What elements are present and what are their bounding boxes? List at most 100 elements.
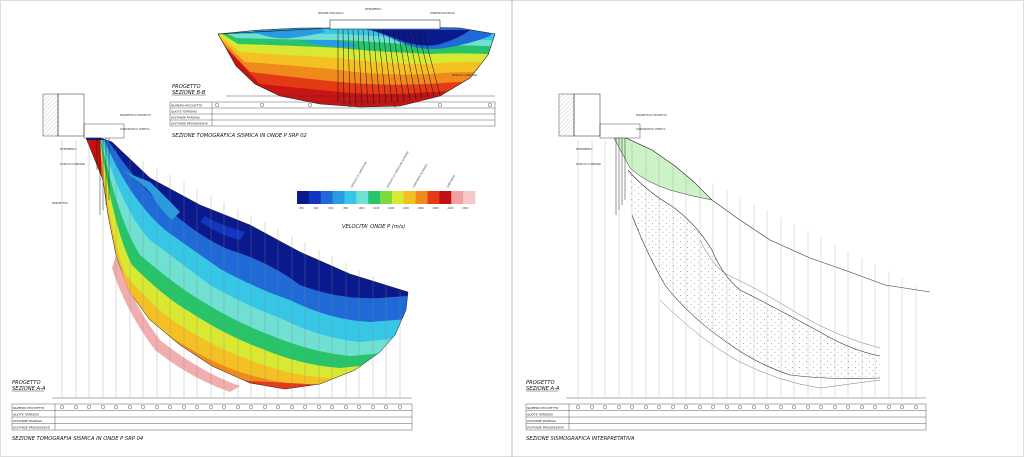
section-b-name: SEZIONE B-B: [172, 90, 206, 96]
legend-swatch: [297, 191, 310, 204]
legend-swatch: [344, 191, 357, 204]
right-station-lines: [577, 140, 917, 398]
station-marker: [819, 405, 824, 410]
station-marker: [590, 405, 595, 410]
table-b-row-4: DISTANZE PROGRESSIVE: [171, 122, 208, 126]
right-project-label: PROGETTO: [526, 380, 555, 386]
station-marker: [603, 405, 608, 410]
table-r-row-3: DISTANZE PARZIALI: [527, 419, 556, 423]
station-marker: [248, 405, 253, 410]
section-a-building: [42, 93, 125, 139]
legend-swatch: [332, 191, 345, 204]
station-marker: [725, 405, 730, 410]
station-marker: [617, 405, 622, 410]
legend-tick-label: 1200: [373, 207, 380, 210]
station-marker: [833, 405, 838, 410]
station-marker: [398, 405, 403, 410]
station-marker: [846, 405, 851, 410]
station-marker: [263, 405, 268, 410]
legend-swatch: [308, 191, 322, 204]
section-b-boreholes: [337, 29, 441, 106]
section-b-table-markers: [214, 102, 493, 107]
right-caption: SEZIONE SISMOGRAFICA INTERPRETATIVA: [526, 436, 635, 442]
legend-annotation-3: SUBSTRATO ALTERATO: [412, 163, 428, 188]
legend-title: VELOCITA' ONDE P (m/s): [342, 224, 405, 230]
svg-text:TERRENO NATURALE: TERRENO NATURALE: [430, 12, 455, 15]
svg-text:PARAMETRI DI PROGETTO: PARAMETRI DI PROGETTO: [120, 114, 151, 117]
legend-tick-label: 250: [299, 207, 304, 210]
right-building: [558, 93, 641, 139]
legend-swatch: [451, 191, 464, 204]
legend-tick-label: 600: [329, 207, 334, 210]
station-marker: [914, 405, 919, 410]
section-b-title-block: PROGETTO SEZIONE B-B: [172, 84, 206, 96]
legend-swatch: [403, 191, 416, 204]
station-marker: [167, 405, 172, 410]
legend-tick-label: 1800: [418, 207, 425, 210]
right-title-block: PROGETTO SEZIONE A-A: [526, 380, 560, 392]
station-marker: [860, 405, 865, 410]
station-marker: [208, 405, 213, 410]
section-b-callouts: SEZIONE GEOLOGICA RIFERIMENTO TERRENO NA…: [318, 8, 477, 77]
legend-tick-label: 2000: [433, 207, 440, 210]
section-a-table-markers: [60, 405, 403, 410]
station-marker: [100, 405, 105, 410]
substrate-boundary-line: [627, 169, 881, 357]
station-marker: [711, 405, 716, 410]
table-a-row-1: NUMERO PICCHETTO: [13, 406, 45, 410]
station-marker: [181, 405, 186, 410]
station-marker: [900, 405, 905, 410]
station-marker: [779, 405, 784, 410]
legend-swatch: [380, 191, 393, 204]
section-a-profile-table: [11, 397, 413, 431]
legend-swatch: [368, 191, 381, 204]
legend-tick-label: 1400: [388, 207, 395, 210]
station-marker: [684, 405, 689, 410]
legend-swatch: [463, 191, 476, 204]
svg-text:RIFERIMENTO: RIFERIMENTO: [60, 148, 76, 151]
right-table-markers: [576, 405, 919, 410]
station-marker: [276, 405, 281, 410]
station-marker: [73, 405, 78, 410]
section-b-ground-line: [217, 27, 331, 35]
svg-text:PARAMETRI DI PROGETTO: PARAMETRI DI PROGETTO: [636, 114, 667, 117]
station-marker: [194, 405, 199, 410]
svg-text:PIANO DI CAMPAGNA: PIANO DI CAMPAGNA: [576, 163, 601, 166]
right-callouts: PARAMETRI DI PROGETTO CONDIZIONI DI VERI…: [576, 114, 667, 166]
section-a-name: SEZIONE A-A: [12, 386, 46, 392]
section-b-table-labels: NUMERO PICCHETTO QUOTE TERRENO DISTANZE …: [171, 104, 208, 126]
table-r-row-2: QUOTE TERRENO: [527, 413, 554, 417]
station-marker: [60, 405, 65, 410]
table-r-row-4: DISTANZE PROGRESSIVE: [527, 426, 564, 430]
station-marker: [630, 405, 635, 410]
section-a-tomography: [86, 138, 408, 389]
legend-annotation-1: DEPOSITI DI COPERTURA: [350, 161, 368, 189]
legend-tick-label: 2200: [447, 207, 454, 210]
station-marker: [86, 405, 91, 410]
section-a-callouts: PARAMETRI DI PROGETTO CONDIZIONI DI VERI…: [52, 114, 151, 205]
station-marker: [698, 405, 703, 410]
station-marker: [221, 405, 226, 410]
station-marker: [792, 405, 797, 410]
legend-tick-label: 400: [314, 207, 319, 210]
svg-text:RIFERIMENTO: RIFERIMENTO: [365, 8, 381, 11]
legend-annotations: DEPOSITI DI COPERTURA DEPOSITI DI COPERT…: [350, 151, 456, 189]
legend-swatch: [415, 191, 428, 204]
station-marker: [113, 405, 118, 410]
station-marker: [752, 405, 757, 410]
station-marker: [290, 405, 295, 410]
legend-tick-label: 2400: [462, 207, 469, 210]
station-marker: [140, 405, 145, 410]
section-b-structure: [329, 19, 441, 30]
station-marker: [806, 405, 811, 410]
station-marker: [644, 405, 649, 410]
table-a-row-2: QUOTE TERRENO: [13, 413, 40, 417]
legend-swatch: [391, 191, 405, 204]
svg-text:CONDIZIONI DI VERIFICA: CONDIZIONI DI VERIFICA: [120, 128, 150, 131]
station-marker: [371, 405, 376, 410]
station-marker: [873, 405, 878, 410]
station-marker: [887, 405, 892, 410]
legend-annotation-2: DEPOSITI DI COPERTURA ALTERATI: [386, 151, 410, 189]
section-a-station-lines: [61, 140, 401, 398]
station-marker: [303, 405, 308, 410]
